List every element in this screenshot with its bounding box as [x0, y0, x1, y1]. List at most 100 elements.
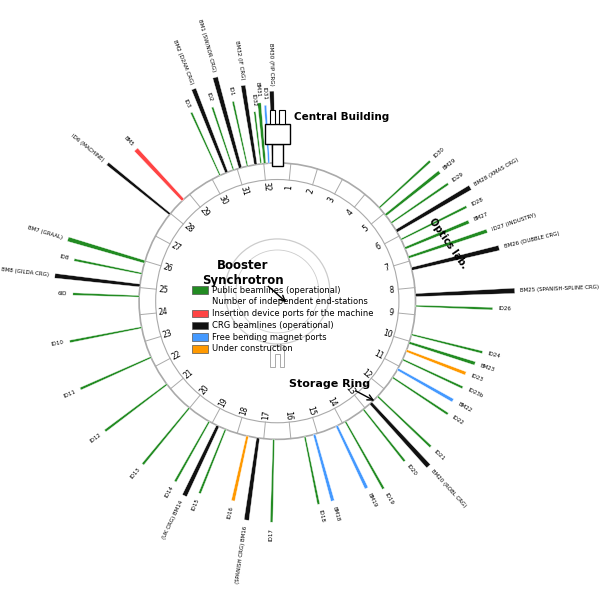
- Text: BM22: BM22: [457, 401, 472, 413]
- Polygon shape: [269, 91, 275, 163]
- Text: 10: 10: [381, 329, 393, 340]
- Text: BM1 (SW/NOR CRG): BM1 (SW/NOR CRG): [197, 19, 216, 73]
- Polygon shape: [199, 429, 226, 494]
- Polygon shape: [409, 341, 476, 365]
- Text: Free bending magnet ports: Free bending magnet ports: [212, 333, 327, 341]
- Polygon shape: [391, 183, 449, 224]
- Text: ID18: ID18: [317, 509, 325, 523]
- Text: CRG beamlines (operational): CRG beamlines (operational): [212, 321, 334, 330]
- Polygon shape: [404, 220, 470, 250]
- Polygon shape: [232, 101, 248, 166]
- Text: 3: 3: [326, 196, 337, 204]
- Text: 23: 23: [161, 329, 173, 340]
- Text: ID26: ID26: [498, 306, 511, 312]
- Text: BM28 (XMAS CRG): BM28 (XMAS CRG): [474, 157, 520, 187]
- Polygon shape: [415, 305, 493, 310]
- Text: ID2: ID2: [205, 92, 213, 103]
- Polygon shape: [74, 259, 142, 274]
- Text: ID29: ID29: [451, 171, 465, 183]
- Text: BM2 (D2AM CRG): BM2 (D2AM CRG): [172, 39, 194, 85]
- Polygon shape: [55, 273, 140, 287]
- Text: Insertion device ports for the machine: Insertion device ports for the machine: [212, 309, 374, 318]
- Text: ID16: ID16: [227, 506, 234, 519]
- Polygon shape: [174, 421, 210, 482]
- Polygon shape: [370, 402, 430, 468]
- Polygon shape: [80, 356, 151, 390]
- Text: 1: 1: [284, 184, 293, 190]
- Text: ID24: ID24: [487, 351, 501, 359]
- Polygon shape: [336, 425, 368, 489]
- Text: 29: 29: [198, 206, 211, 219]
- Polygon shape: [67, 237, 145, 264]
- Polygon shape: [241, 85, 257, 165]
- Text: BM18: BM18: [332, 505, 341, 522]
- Polygon shape: [402, 359, 463, 389]
- Text: 22: 22: [170, 349, 182, 361]
- Polygon shape: [377, 396, 431, 447]
- Text: 20: 20: [198, 384, 211, 396]
- Text: 2: 2: [305, 188, 316, 195]
- Text: Public beamlines (operational): Public beamlines (operational): [212, 286, 341, 295]
- Text: ID22: ID22: [451, 415, 464, 426]
- Text: Optics lab.: Optics lab.: [427, 216, 469, 270]
- Bar: [191, 321, 208, 329]
- Text: 14: 14: [325, 396, 338, 409]
- Polygon shape: [104, 384, 167, 432]
- Text: 28: 28: [182, 222, 195, 235]
- Text: 24: 24: [158, 308, 169, 317]
- Polygon shape: [313, 434, 334, 501]
- Text: ID13: ID13: [129, 467, 141, 480]
- Text: 8: 8: [389, 285, 394, 295]
- Text: ID14: ID14: [164, 485, 175, 499]
- Polygon shape: [73, 292, 139, 297]
- Polygon shape: [392, 377, 449, 415]
- Text: Booster
Synchrotron: Booster Synchrotron: [202, 259, 284, 288]
- Polygon shape: [70, 327, 142, 343]
- Polygon shape: [191, 88, 228, 173]
- Text: 30: 30: [217, 194, 229, 206]
- Text: (UK CRG) BM14: (UK CRG) BM14: [161, 500, 184, 540]
- Polygon shape: [254, 112, 262, 164]
- Text: 13: 13: [344, 384, 356, 396]
- Polygon shape: [134, 148, 184, 201]
- Polygon shape: [401, 206, 467, 240]
- Text: 7: 7: [383, 263, 391, 273]
- Polygon shape: [244, 438, 260, 520]
- Polygon shape: [406, 350, 466, 375]
- Polygon shape: [415, 288, 515, 297]
- Polygon shape: [395, 185, 472, 232]
- Text: 17: 17: [261, 410, 271, 420]
- Polygon shape: [280, 110, 285, 124]
- Text: ID31: ID31: [262, 87, 268, 100]
- Bar: [191, 310, 208, 317]
- Text: 11: 11: [372, 349, 385, 361]
- Text: 4: 4: [345, 207, 355, 217]
- Polygon shape: [411, 333, 483, 353]
- Bar: [191, 345, 208, 353]
- Polygon shape: [272, 144, 283, 166]
- Text: 32: 32: [261, 182, 271, 192]
- Text: 6ID: 6ID: [58, 291, 67, 296]
- Polygon shape: [213, 77, 242, 168]
- Text: 9: 9: [389, 308, 394, 317]
- Polygon shape: [304, 437, 320, 505]
- Text: ID28: ID28: [470, 197, 484, 207]
- Text: ID30: ID30: [433, 147, 445, 159]
- Text: ID15: ID15: [190, 497, 200, 511]
- Text: BM5: BM5: [122, 135, 134, 147]
- Text: ID17: ID17: [269, 528, 274, 541]
- Text: Under construction: Under construction: [212, 344, 293, 353]
- Polygon shape: [344, 421, 385, 490]
- Text: 12: 12: [359, 367, 373, 380]
- Text: ID1: ID1: [227, 86, 234, 96]
- Text: ID27 (INDUSTRY): ID27 (INDUSTRY): [491, 212, 537, 232]
- Text: ID8: ID8: [59, 254, 69, 261]
- Text: BM31: BM31: [255, 82, 261, 98]
- Text: 26: 26: [161, 262, 173, 274]
- Polygon shape: [397, 368, 454, 402]
- Text: BM26 (DUBBLE CRG): BM26 (DUBBLE CRG): [504, 231, 560, 249]
- Polygon shape: [362, 409, 406, 462]
- Polygon shape: [385, 171, 440, 216]
- Text: BM8 (GILDA CRG): BM8 (GILDA CRG): [1, 267, 50, 277]
- Polygon shape: [142, 407, 190, 465]
